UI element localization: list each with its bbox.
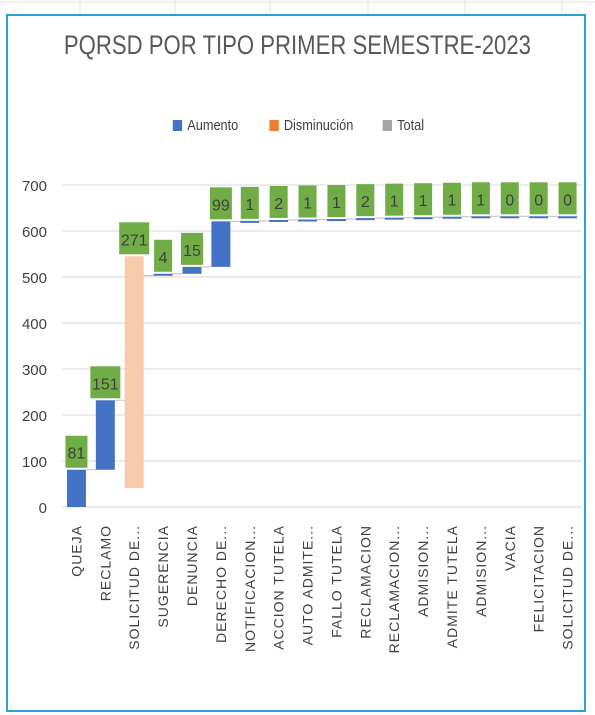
x-tick-label: ADMISION... — [415, 525, 431, 617]
waterfall-bar — [95, 400, 115, 470]
waterfall-bar — [500, 216, 520, 219]
data-label: 1 — [390, 194, 399, 211]
data-label: 1 — [303, 196, 312, 213]
waterfall-bar — [269, 219, 289, 222]
legend-label-aumento: Aumento — [187, 117, 239, 134]
waterfall-bar — [355, 218, 375, 221]
data-label-box — [500, 182, 519, 215]
legend-swatch-aumento — [173, 120, 183, 131]
x-tick-label: FALLO TUTELA — [328, 525, 344, 638]
y-tick-label: 500 — [22, 270, 47, 287]
y-tick-label: 200 — [22, 408, 47, 425]
x-tick-label: DERECHO DE... — [213, 525, 229, 643]
data-label: 2 — [361, 194, 370, 211]
data-label: 1 — [448, 193, 457, 210]
data-label-box — [327, 185, 346, 218]
data-label-box — [414, 183, 433, 216]
data-label: 81 — [68, 446, 86, 463]
waterfall-bar — [153, 273, 173, 276]
x-tick-label: SOLICITUD DE... — [560, 525, 576, 650]
y-tick-label: 300 — [22, 362, 47, 379]
legend-swatch-disminucion — [269, 120, 280, 131]
waterfall-bar — [558, 216, 578, 219]
x-tick-label: VACIA — [502, 525, 518, 571]
legend-item-disminucion: Disminución — [269, 117, 354, 134]
data-label-box — [240, 186, 259, 219]
x-tick-label: AUTO ADMITE... — [300, 525, 316, 645]
x-tick-label: FELICITACION — [531, 525, 547, 632]
waterfall-bar — [211, 221, 231, 267]
legend-swatch-total — [382, 120, 393, 131]
data-label: 151 — [92, 376, 119, 393]
chart-legend: Aumento Disminución Total — [0, 117, 595, 134]
y-tick-label: 400 — [22, 316, 47, 333]
data-label: 99 — [212, 197, 230, 214]
waterfall-bar — [124, 256, 144, 489]
waterfall-bar — [66, 469, 86, 507]
data-label: 1 — [332, 195, 341, 212]
x-tick-label: ADMITE TUTELA — [444, 525, 460, 648]
waterfall-bar — [413, 217, 433, 220]
y-tick-label: 0 — [39, 500, 47, 517]
legend-label-disminucion: Disminución — [284, 117, 354, 134]
data-label: 2 — [274, 196, 283, 213]
x-tick-label: RECLAMO — [97, 525, 113, 601]
data-label-box — [181, 232, 203, 265]
data-label: 0 — [505, 192, 514, 209]
y-tick-label: 100 — [22, 454, 47, 471]
data-label-box — [119, 222, 150, 255]
data-label: 1 — [245, 197, 254, 214]
data-label: 1 — [476, 192, 485, 209]
data-label-box — [443, 182, 461, 215]
legend-item-aumento: Aumento — [173, 117, 239, 134]
x-tick-label: NOTIFICACION... — [242, 525, 258, 652]
data-label-box — [356, 184, 375, 217]
x-tick-label: QUEJA — [68, 525, 84, 577]
data-label-box — [471, 182, 490, 215]
x-tick-label: DENUNCIA — [184, 525, 200, 606]
data-label-box — [209, 187, 232, 220]
waterfall-bar — [298, 219, 318, 222]
data-label: 4 — [159, 250, 168, 267]
legend-item-total: Total — [382, 117, 425, 134]
data-label: 15 — [183, 243, 201, 260]
x-tick-label: SOLICITUD DE... — [126, 525, 142, 650]
x-tick-label: RECLAMACION — [357, 525, 373, 639]
data-label-box — [529, 182, 548, 215]
waterfall-bar — [471, 216, 491, 219]
x-tick-label: ADMISION... — [473, 525, 489, 617]
y-tick-label: 600 — [22, 224, 47, 241]
waterfall-bar — [442, 216, 462, 219]
waterfall-bar — [182, 266, 202, 274]
waterfall-bar — [240, 220, 260, 223]
data-label: 271 — [121, 232, 148, 249]
waterfall-bar — [529, 216, 549, 219]
y-tick-label: 700 — [22, 178, 47, 195]
data-label: 1 — [419, 193, 428, 210]
data-label-box — [558, 182, 577, 215]
data-label: 0 — [534, 192, 543, 209]
x-tick-label: RECLAMACION... — [386, 525, 402, 653]
x-tick-label: SUGERENCIA — [155, 525, 171, 628]
chart-frame[interactable] — [6, 14, 586, 712]
waterfall-bar — [384, 217, 404, 220]
data-label: 0 — [563, 192, 572, 209]
waterfall-bar — [326, 219, 346, 222]
data-label-box — [154, 239, 173, 272]
data-label-box — [269, 185, 288, 218]
data-label-box — [385, 183, 404, 216]
data-label-box — [298, 185, 317, 218]
legend-label-total: Total — [397, 117, 425, 134]
data-label-box — [90, 366, 121, 399]
x-tick-label: ACCION TUTELA — [271, 525, 287, 650]
data-label-box — [65, 435, 88, 468]
chart-title: PQRSD POR TIPO PRIMER SEMESTRE-2023 — [63, 30, 531, 60]
